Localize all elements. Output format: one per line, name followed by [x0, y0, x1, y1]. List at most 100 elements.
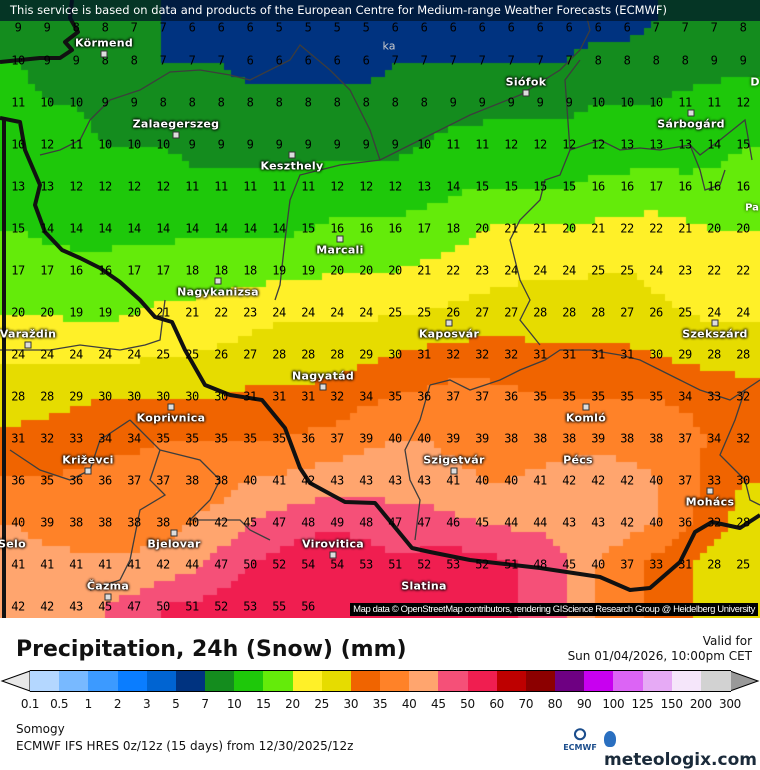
grid-value: 8: [304, 95, 312, 110]
grid-value: 21: [504, 221, 518, 236]
grid-value: 34: [359, 389, 373, 404]
grid-value: 35: [649, 389, 663, 404]
grid-value: 53: [359, 557, 373, 572]
grid-value: 46: [446, 515, 460, 530]
grid-value: 12: [736, 95, 750, 110]
grid-value: 20: [388, 263, 402, 278]
grid-value: 19: [69, 305, 83, 320]
grid-value: 42: [214, 515, 228, 530]
legend-tick-label: 15: [255, 697, 271, 711]
grid-value: 49: [330, 515, 344, 530]
city-label: Komló: [565, 411, 607, 425]
grid-value: 24: [11, 347, 25, 362]
legend-tick-label: 200: [689, 697, 712, 711]
city-label: Körmend: [74, 36, 134, 50]
grid-value: 12: [40, 137, 54, 152]
grid-value: 28: [301, 347, 315, 362]
grid-value: 8: [275, 95, 283, 110]
grid-value: 39: [359, 431, 373, 446]
grid-value: 38: [562, 431, 576, 446]
valid-time: Sun 01/04/2026, 10:00pm CET: [567, 649, 752, 663]
grid-value: 6: [246, 20, 254, 35]
valid-label: Valid for: [702, 634, 752, 648]
legend-tick-label: 5: [172, 697, 180, 711]
city-square-icon: [450, 467, 458, 475]
grid-value: 11: [301, 179, 315, 194]
legend-tick-label: 7: [201, 697, 209, 711]
grid-value: 20: [359, 263, 373, 278]
grid-value: 7: [449, 53, 457, 68]
city-square-icon: [84, 467, 92, 475]
grid-value: 43: [69, 599, 83, 614]
meteologix-logo[interactable]: meteologix.com: [604, 730, 760, 770]
legend-swatch: [292, 670, 323, 692]
grid-value: 43: [330, 473, 344, 488]
grid-value: 33: [69, 431, 83, 446]
grid-value: 23: [678, 263, 692, 278]
grid-value: 28: [330, 347, 344, 362]
city-label: Nagykanizsa: [177, 285, 259, 299]
grid-value: 24: [533, 263, 547, 278]
grid-value: 45: [243, 515, 257, 530]
grid-value: 44: [185, 557, 199, 572]
grid-value: 31: [562, 347, 576, 362]
grid-value: 41: [98, 557, 112, 572]
grid-value: 27: [620, 305, 634, 320]
grid-value: 51: [504, 557, 518, 572]
grid-value: 30: [185, 389, 199, 404]
grid-value: 7: [652, 20, 660, 35]
grid-value: 56: [301, 599, 315, 614]
grid-value: 20: [736, 221, 750, 236]
grid-value: 10: [11, 53, 25, 68]
grid-value: 31: [243, 389, 257, 404]
grid-value: 37: [620, 557, 634, 572]
grid-value: 13: [11, 179, 25, 194]
grid-value: 9: [304, 137, 312, 152]
grid-value: 6: [449, 20, 457, 35]
grid-value: 35: [388, 389, 402, 404]
legend-under-arrow: [0, 670, 31, 692]
legend-swatch: [263, 670, 294, 692]
legend-swatch: [88, 670, 119, 692]
grid-value: 38: [127, 515, 141, 530]
grid-value: 35: [620, 389, 634, 404]
grid-value: 42: [591, 473, 605, 488]
legend-swatch: [438, 670, 469, 692]
grid-value: 21: [156, 305, 170, 320]
grid-value: 14: [40, 221, 54, 236]
grid-value: 8: [217, 95, 225, 110]
grid-value: 9: [710, 53, 718, 68]
grid-value: 30: [736, 473, 750, 488]
legend-swatch: [321, 670, 352, 692]
grid-value: 10: [98, 137, 112, 152]
map-title: Precipitation, 24h (Snow) (mm): [16, 637, 407, 662]
weather-map[interactable]: 9 9 8 8 7 7 6 6 6 5 5 5 5 6 6 6 6 6 6 6 6 6 7 7 7 8 10 9 9 8 8 7 7 7 6 6 6 6 6…: [0, 0, 760, 618]
legend-swatch: [30, 670, 60, 692]
color-legend: [0, 670, 760, 692]
grid-value: 32: [736, 389, 750, 404]
grid-value: 6: [536, 20, 544, 35]
grid-value: 29: [678, 347, 692, 362]
grid-value: 12: [533, 137, 547, 152]
grid-value: 15: [562, 179, 576, 194]
grid-value: 40: [649, 473, 663, 488]
grid-value: 36: [417, 389, 431, 404]
region-name: Somogy: [16, 722, 65, 736]
grid-value: 9: [391, 137, 399, 152]
grid-value: 9: [188, 137, 196, 152]
city-square-icon: [687, 109, 695, 117]
grid-value: 27: [504, 305, 518, 320]
grid-value: 19: [98, 305, 112, 320]
grid-value: 24: [69, 347, 83, 362]
grid-value: 47: [388, 515, 402, 530]
grid-value: 11: [214, 179, 228, 194]
city-square-icon: [329, 551, 337, 559]
grid-value: 24: [504, 263, 518, 278]
grid-value: 28: [591, 305, 605, 320]
grid-value: 28: [533, 305, 547, 320]
grid-value: 24: [40, 347, 54, 362]
grid-value: 14: [707, 137, 721, 152]
city-square-icon: [706, 487, 714, 495]
ecmwf-logo[interactable]: ⭘ ECMWF: [562, 727, 598, 753]
city-square-icon: [100, 50, 108, 58]
